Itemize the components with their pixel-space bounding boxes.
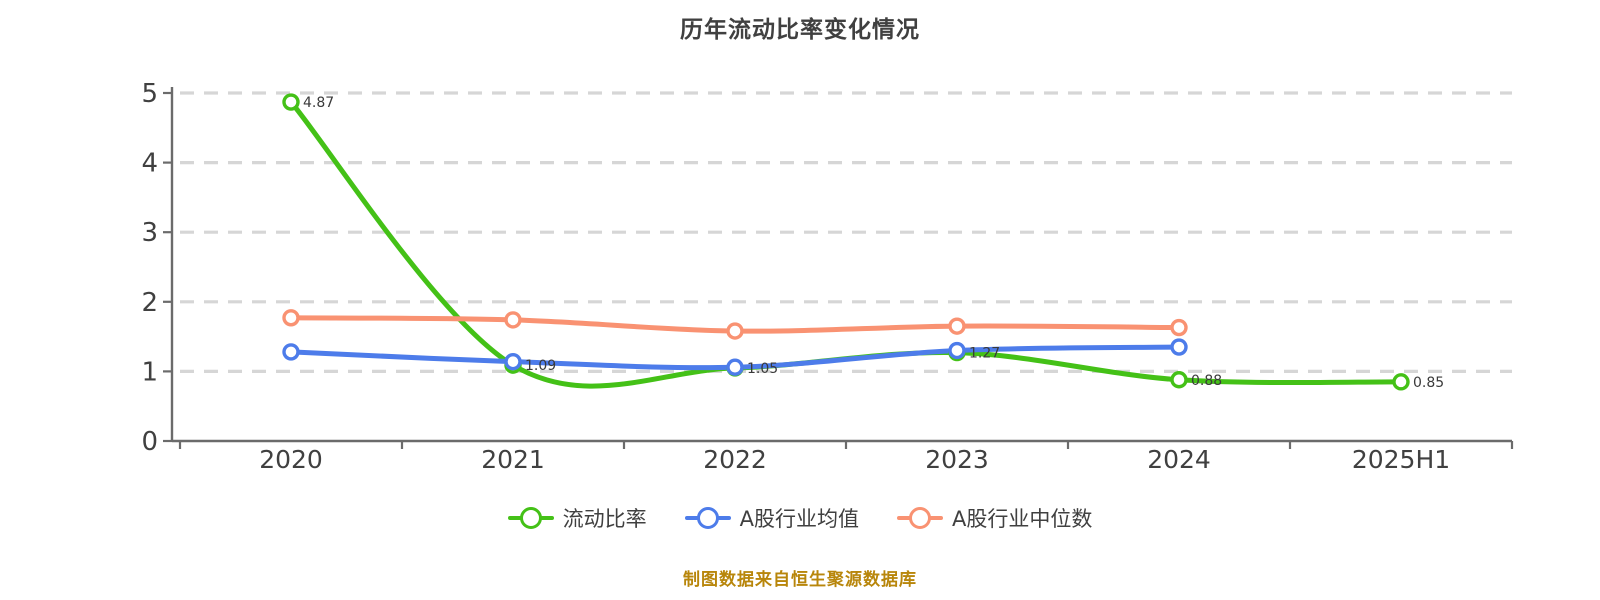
chart-legend: 流动比率 A股行业均值 A股行业中位数 <box>0 503 1600 533</box>
series-industry-median-point-marker <box>948 317 966 335</box>
y-axis-tick-label: 3 <box>141 218 158 248</box>
line-circle-marker-icon <box>507 506 554 530</box>
series-industry-median-point-marker <box>726 322 744 340</box>
series-industry-mean-point-marker <box>1170 338 1188 356</box>
data-source-note: 制图数据来自恒生聚源数据库 <box>683 570 917 590</box>
legend-label: 流动比率 <box>562 507 647 531</box>
line-circle-marker-icon <box>684 506 731 530</box>
series-industry-mean-point-marker <box>282 343 300 361</box>
series-current-ratio-line <box>288 99 1404 389</box>
series-current-ratio-point-label: 1.09 <box>525 358 556 374</box>
series-current-ratio-point-label: 1.27 <box>969 346 1000 362</box>
series-industry-mean-point-marker <box>726 358 744 376</box>
series-current-ratio-point-label: 4.87 <box>303 95 334 111</box>
x-axis-category-label: 2020 <box>259 445 323 474</box>
x-axis-category-label: 2023 <box>925 445 989 474</box>
line-circle-marker-icon <box>897 506 943 530</box>
y-axis-tick-label: 4 <box>141 149 158 179</box>
series-industry-median-point-marker <box>504 311 522 329</box>
x-axis-category-label: 2025H1 <box>1352 445 1450 474</box>
series-industry-median-point-marker <box>1170 318 1188 337</box>
y-axis-tick-label: 5 <box>141 79 158 109</box>
series-current-ratio-point-marker <box>282 93 300 111</box>
x-axis-category-label: 2024 <box>1147 445 1211 474</box>
series-current-ratio-point-marker <box>1170 371 1188 389</box>
legend-item-industry-median[interactable]: A股行业中位数 <box>897 503 1092 533</box>
y-axis-tick-label: 2 <box>141 288 158 318</box>
series-current-ratio-point-marker <box>1392 373 1410 391</box>
series-current-ratio-point-label: 0.88 <box>1191 373 1222 389</box>
chart-title: 历年流动比率变化情况 <box>680 17 920 43</box>
series-industry-mean-point-marker <box>504 352 522 371</box>
y-axis-tick-label: 0 <box>141 427 158 457</box>
y-axis-tick-label: 1 <box>141 357 158 387</box>
series-current-ratio-point-label: 1.05 <box>747 361 778 377</box>
series-industry-mean-point-marker <box>948 341 966 360</box>
series-current-ratio-point-label: 0.85 <box>1413 375 1444 391</box>
legend-label: A股行业中位数 <box>952 507 1093 531</box>
legend-item-industry-mean[interactable]: A股行业均值 <box>684 503 859 533</box>
legend-item-current-ratio[interactable]: 流动比率 <box>507 503 647 533</box>
x-axis-category-label: 2022 <box>703 445 767 474</box>
series-industry-median-point-marker <box>282 309 300 327</box>
x-axis-category-label: 2021 <box>481 445 545 474</box>
legend-label: A股行业均值 <box>739 507 859 531</box>
